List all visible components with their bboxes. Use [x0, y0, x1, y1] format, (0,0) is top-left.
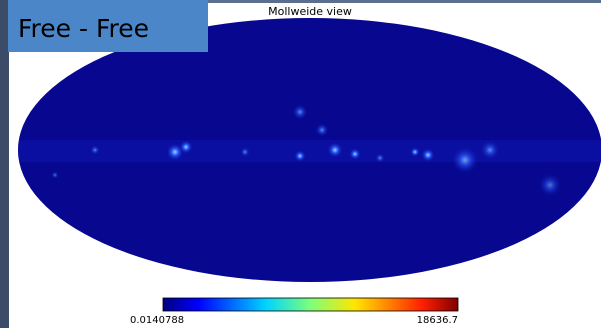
- page: Mollweide view Free - Free 0.0140788 186…: [0, 0, 601, 328]
- badge-label: Free - Free: [18, 14, 149, 43]
- sky-map: Mollweide view Free - Free 0.0140788 186…: [0, 0, 601, 328]
- map-title: Mollweide view: [268, 5, 352, 18]
- left-edge: [0, 0, 9, 328]
- colorbar-max-label: 18636.7: [417, 315, 458, 326]
- colorbar-min-label: 0.0140788: [130, 315, 184, 326]
- colorbar: [163, 298, 458, 311]
